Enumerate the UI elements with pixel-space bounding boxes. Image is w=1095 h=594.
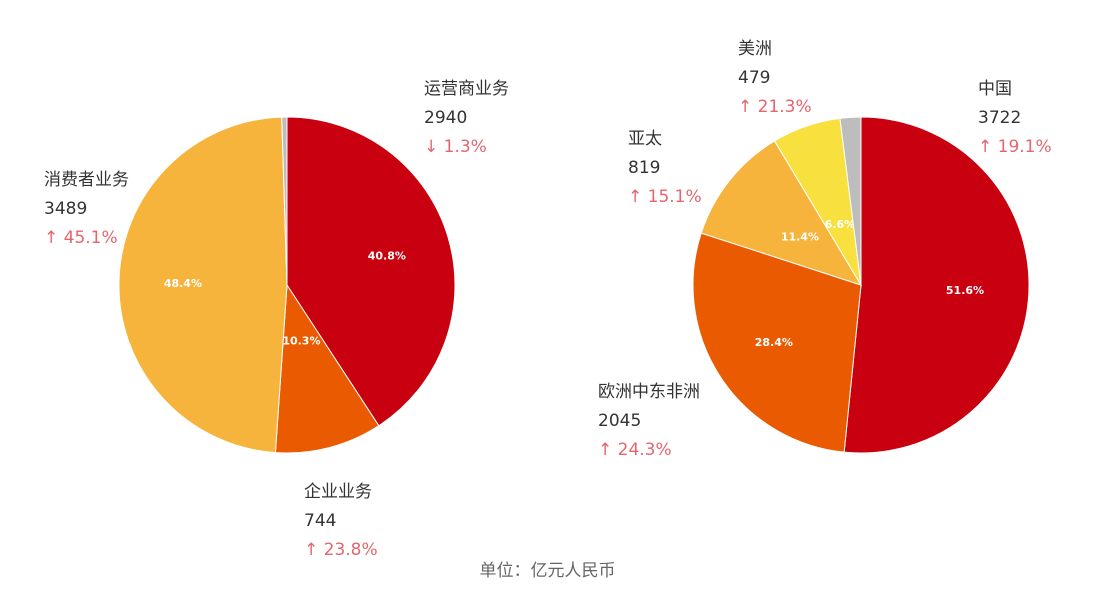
pie-percent-label-business-1: 10.3% [282, 334, 320, 347]
pie-percent-label-region-3: 6.6% [825, 218, 856, 231]
label-enterprise-change: ↑ 23.8% [304, 540, 378, 560]
label-emea: 欧洲中东非洲 2045 ↑ 24.3% [598, 378, 700, 465]
label-apac-change: ↑ 15.1% [628, 187, 702, 207]
label-enterprise-name: 企业业务 [304, 482, 372, 502]
business-pie-chart: 40.8% 10.3% 48.4% [118, 116, 456, 454]
label-enterprise: 企业业务 744 ↑ 23.8% [304, 478, 378, 565]
label-carrier: 运营商业务 2940 ↓ 1.3% [424, 75, 509, 162]
label-china: 中国 3722 ↑ 19.1% [978, 75, 1052, 162]
unit-note: 单位：亿元人民币 [479, 561, 616, 581]
pie-percent-label-region-1: 28.4% [755, 336, 793, 349]
label-enterprise-value: 744 [304, 511, 337, 531]
label-china-value: 3722 [978, 108, 1022, 128]
region-pie-chart: 51.6% 28.4% 11.4% 6.6% [692, 116, 1030, 454]
pie-percent-label-region-0: 51.6% [946, 284, 984, 297]
pie-percent-label-business-0: 40.8% [368, 249, 406, 262]
label-apac-value: 819 [628, 158, 661, 178]
label-carrier-name: 运营商业务 [424, 79, 509, 99]
pie-slice-region-4 [839, 116, 862, 286]
pie-slice-business-2 [118, 116, 288, 454]
label-consumer-change: ↑ 45.1% [44, 228, 118, 248]
label-emea-name: 欧洲中东非洲 [598, 382, 700, 402]
label-carrier-value: 2940 [424, 108, 468, 128]
label-americas-name: 美洲 [738, 39, 772, 59]
label-emea-value: 2045 [598, 411, 642, 431]
label-americas: 美洲 479 ↑ 21.3% [738, 35, 812, 122]
pie-percent-label-business-2: 48.4% [164, 277, 202, 290]
label-apac: 亚太 819 ↑ 15.1% [628, 125, 702, 212]
label-china-name: 中国 [978, 79, 1012, 99]
pie-percent-label-region-2: 11.4% [781, 230, 819, 243]
pie-slice-business-1 [274, 283, 380, 454]
label-consumer: 消费者业务 3489 ↑ 45.1% [44, 166, 129, 253]
label-emea-change: ↑ 24.3% [598, 440, 672, 460]
label-consumer-value: 3489 [44, 199, 88, 219]
label-americas-value: 479 [738, 68, 771, 88]
label-apac-name: 亚太 [628, 129, 662, 149]
pie-slice-region-2 [700, 140, 863, 286]
label-carrier-change: ↓ 1.3% [424, 137, 487, 157]
label-china-change: ↑ 19.1% [978, 137, 1052, 157]
pie-slice-region-0 [843, 116, 1030, 454]
pie-slice-region-1 [692, 232, 862, 453]
label-consumer-name: 消费者业务 [44, 170, 129, 190]
label-americas-change: ↑ 21.3% [738, 97, 812, 117]
pie-slice-business-3 [281, 116, 288, 286]
